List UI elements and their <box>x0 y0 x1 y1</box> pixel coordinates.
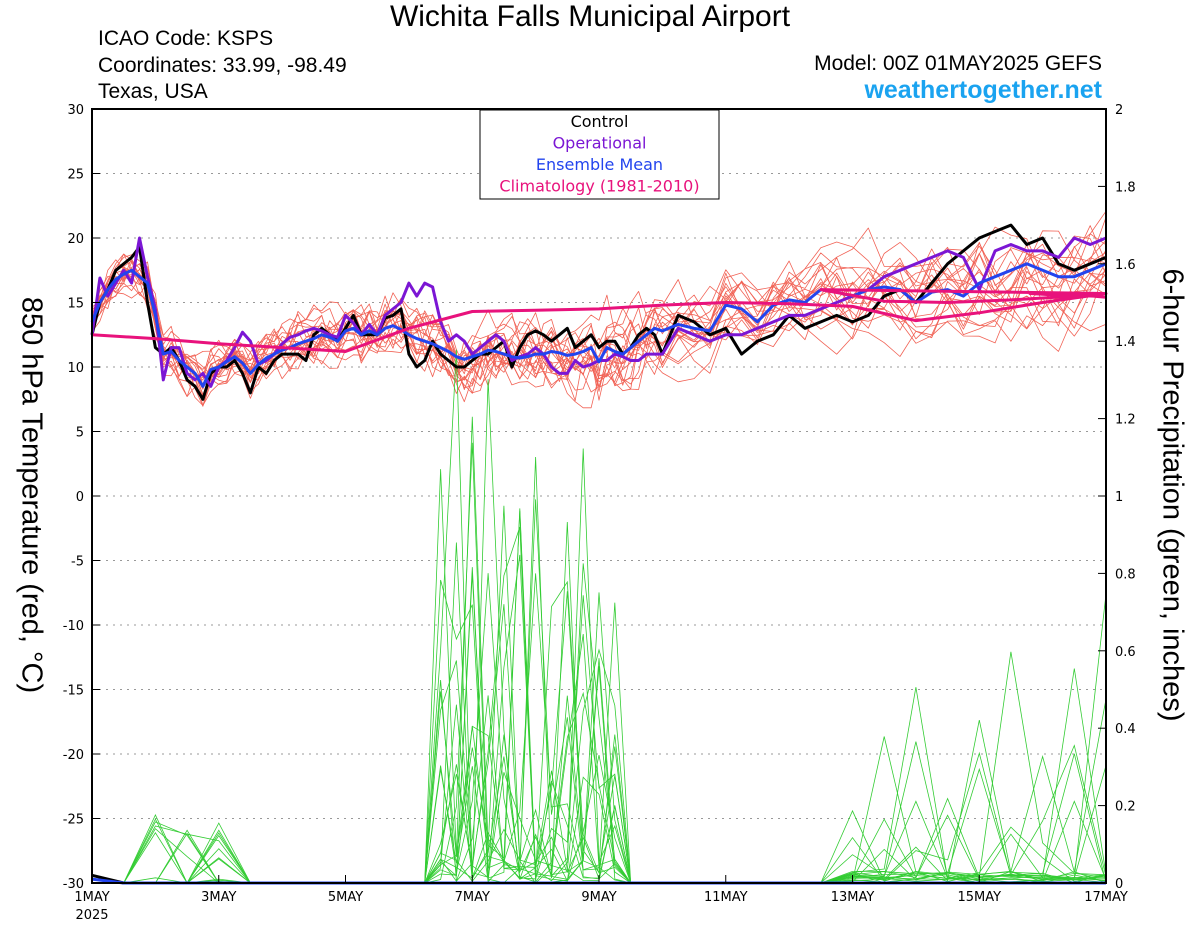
y2-tick-label: 0.6 <box>1115 645 1136 660</box>
y-tick-label: -5 <box>71 555 84 570</box>
y-tick-label: -10 <box>63 619 84 634</box>
y2-tick-label: 1.8 <box>1115 180 1136 195</box>
y-tick-label: 5 <box>76 426 84 441</box>
legend-entry: Climatology (1981-2010) <box>499 177 699 196</box>
legend-entry: Ensemble Mean <box>536 155 663 174</box>
y-tick-label: -20 <box>63 748 84 763</box>
x-tick-label: 7MAY <box>455 890 490 905</box>
region: Texas, USA <box>98 80 208 103</box>
legend-entry: Operational <box>553 134 647 153</box>
x-tick-label: 15MAY <box>957 890 1001 905</box>
y2-tick-label: 2 <box>1115 103 1123 118</box>
legend-entry: Control <box>571 112 629 131</box>
temperature-line-control <box>90 223 1107 401</box>
page-title: Wichita Falls Municipal Airport <box>389 0 791 33</box>
x-tick-label: 9MAY <box>581 890 616 905</box>
y2-tick-label: 1.4 <box>1115 335 1136 350</box>
x-tick-label: 17MAY <box>1084 890 1128 905</box>
y-axis-label-temperature: 850 hPa Temperature (red, °C) <box>15 296 48 694</box>
y-axis-label-precipitation: 6-hour Precipitation (green, inches) <box>1156 268 1189 722</box>
y2-tick-label: 0.8 <box>1115 567 1136 582</box>
y-tick-label: -15 <box>63 684 84 699</box>
y-tick-label: 30 <box>67 103 84 118</box>
legend-box <box>479 109 720 200</box>
x-tick-label: 3MAY <box>201 890 236 905</box>
x-tick-label: 13MAY <box>831 890 875 905</box>
y-tick-label: 10 <box>67 361 84 376</box>
coordinates: Coordinates: 33.99, -98.49 <box>98 54 347 77</box>
y-tick-label: 15 <box>67 297 84 312</box>
temperature-member-line <box>91 241 1107 406</box>
y2-tick-label: 1 <box>1115 490 1123 505</box>
x-tick-label: 11MAY <box>704 890 748 905</box>
y2-tick-label: 0.2 <box>1115 800 1136 815</box>
y-tick-label: 20 <box>67 232 84 247</box>
y-tick-label: 0 <box>76 490 84 505</box>
y-tick-label: -30 <box>63 877 84 892</box>
icao-code: ICAO Code: KSPS <box>98 27 274 50</box>
y-tick-label: 25 <box>67 168 84 183</box>
y2-tick-label: 1.6 <box>1115 258 1136 273</box>
site-link[interactable]: weathertogether.net <box>864 76 1102 104</box>
temperature-member-line <box>91 245 1107 409</box>
y2-tick-label: 0 <box>1115 877 1123 892</box>
temperature-line-climatology-1981-2010- <box>91 288 1108 353</box>
x-tick-label: 5MAY <box>328 890 363 905</box>
y-tick-label: -25 <box>63 813 84 828</box>
y2-tick-label: 1.2 <box>1115 413 1136 428</box>
model-run: Model: 00Z 01MAY2025 GEFS <box>814 52 1102 75</box>
x-tick-sublabel: 2025 <box>75 908 108 923</box>
y2-tick-label: 0.4 <box>1115 722 1136 737</box>
x-tick-label: 1MAY <box>74 890 109 905</box>
